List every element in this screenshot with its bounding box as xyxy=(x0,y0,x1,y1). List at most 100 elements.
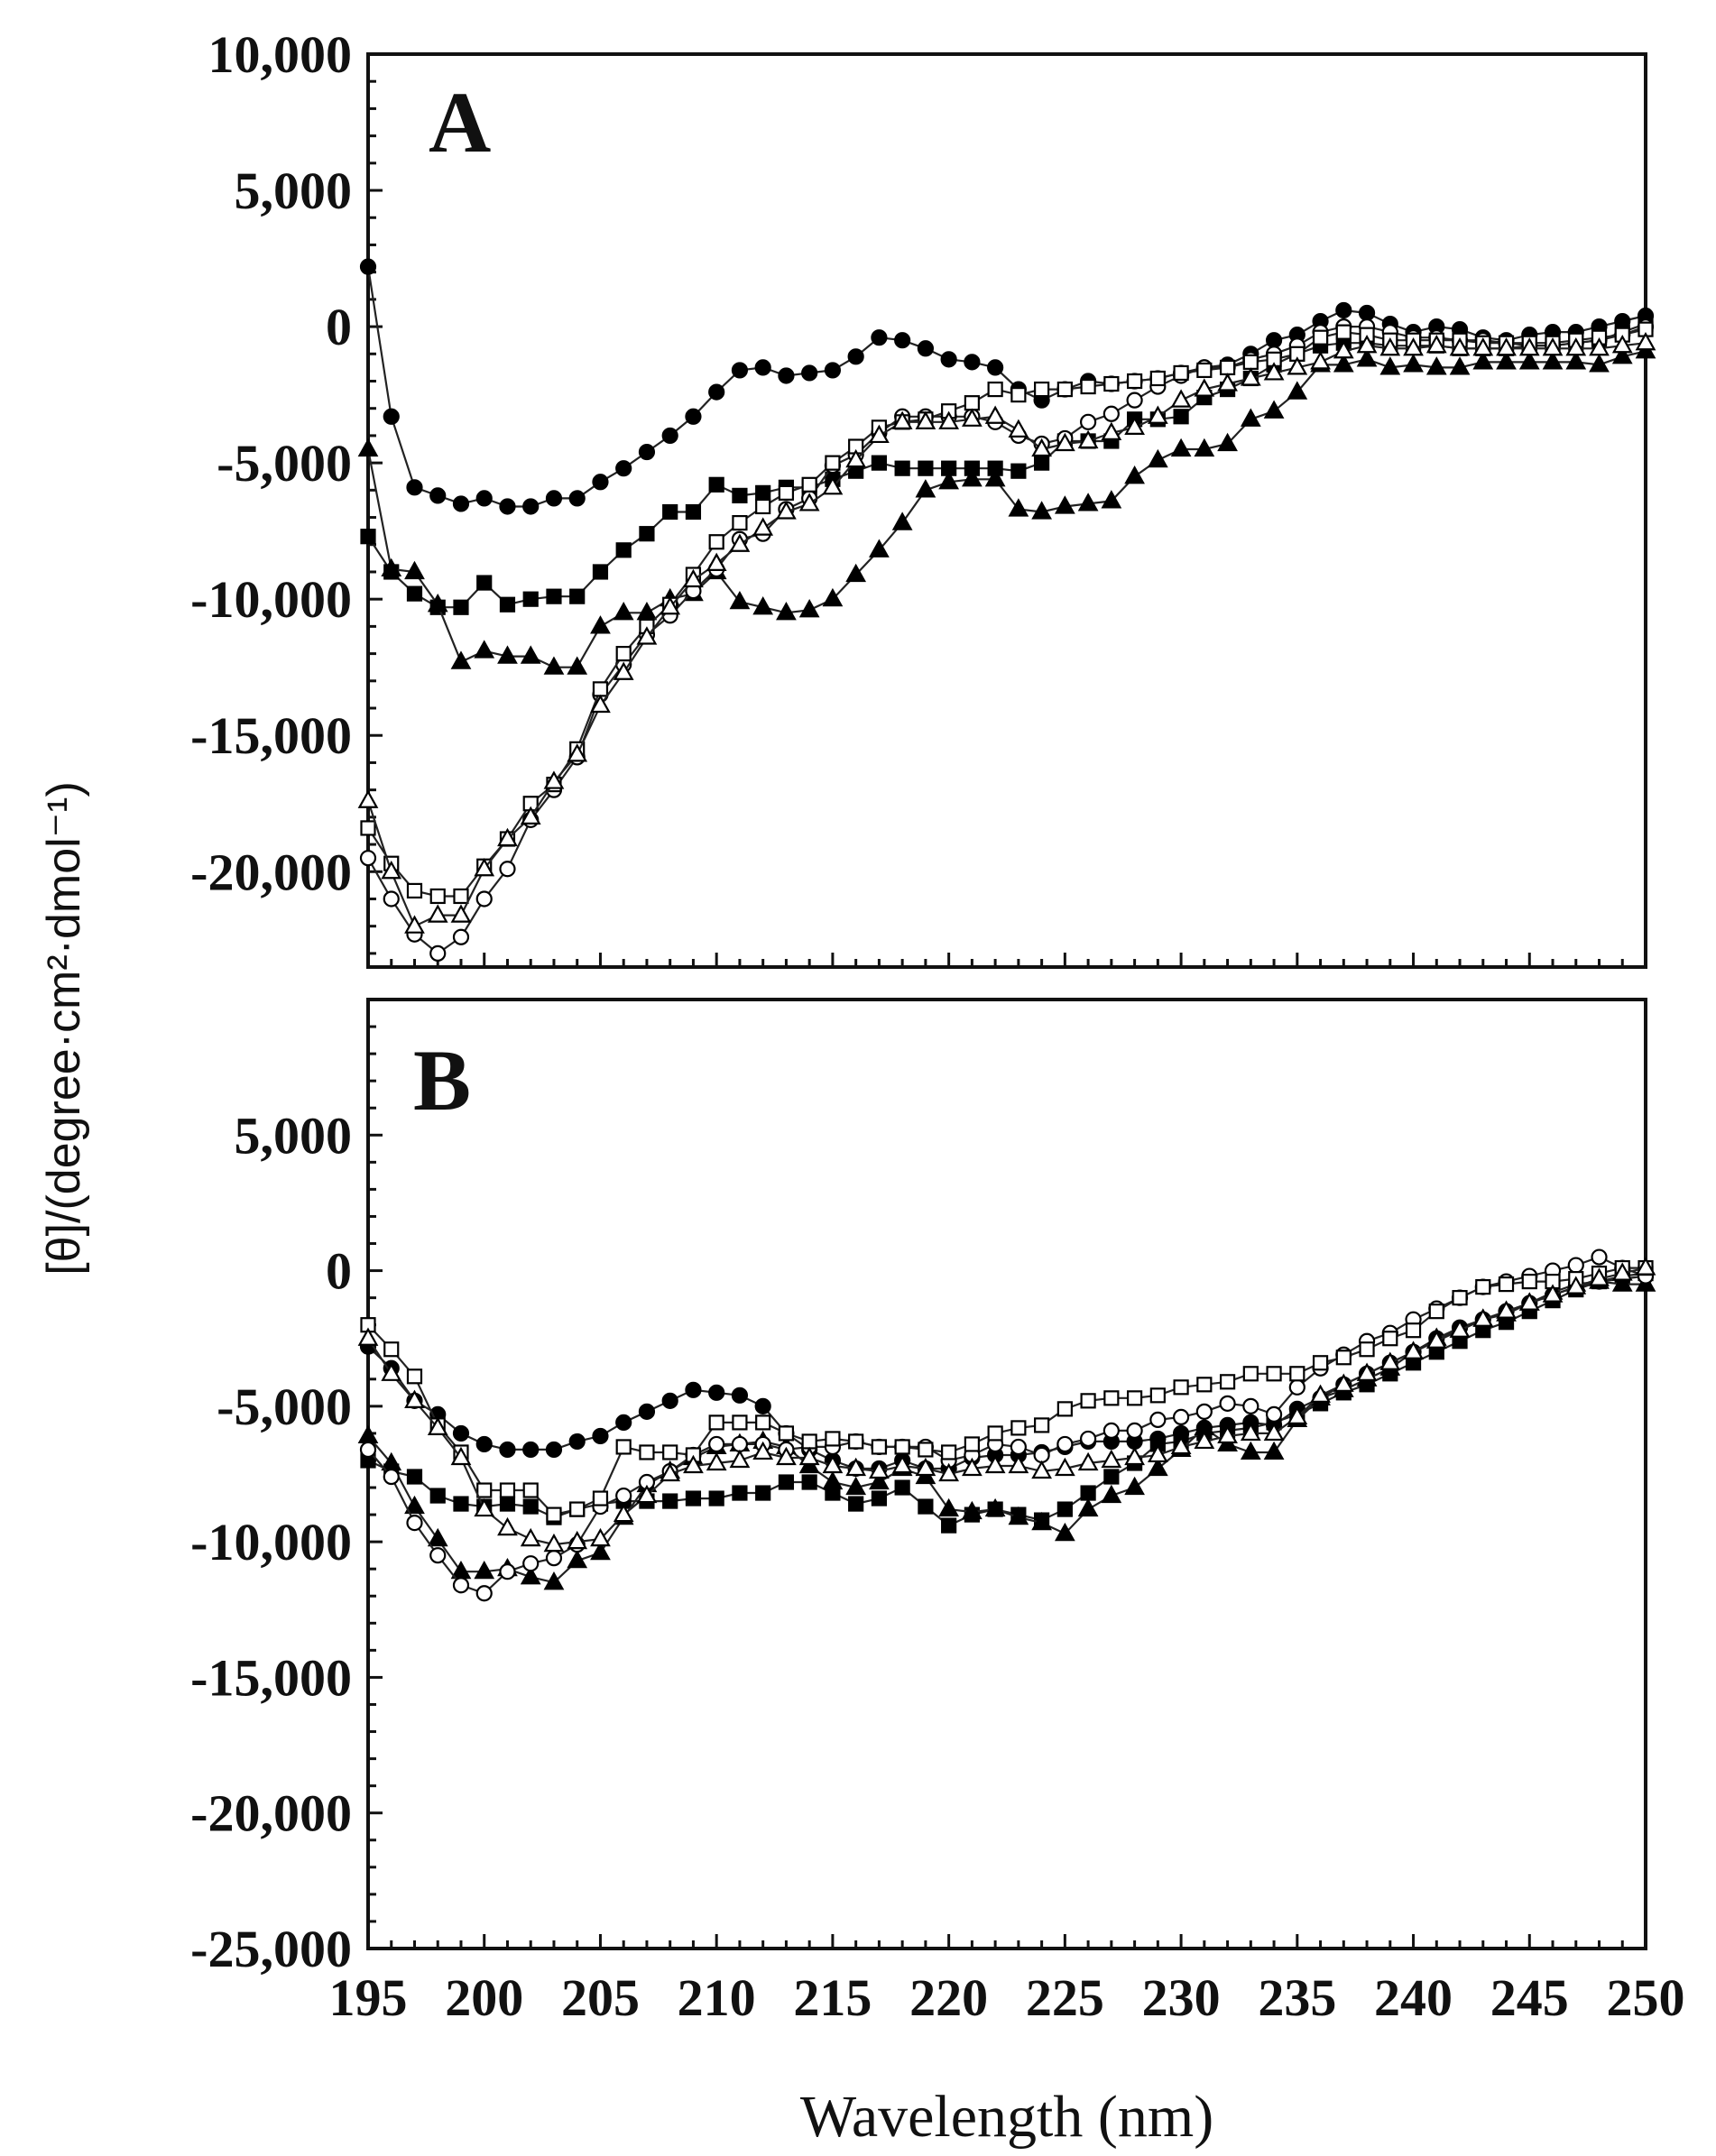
data-point-square xyxy=(1335,1350,1352,1366)
data-point-circle xyxy=(917,340,934,357)
data-point-triangle xyxy=(450,1446,472,1466)
data-point-square xyxy=(546,1506,562,1523)
data-point-triangle xyxy=(404,1389,425,1408)
data-point-circle xyxy=(359,1441,377,1459)
data-point-triangle xyxy=(1240,1441,1261,1460)
data-point-square xyxy=(1289,1366,1305,1382)
data-point-triangle xyxy=(683,1454,704,1474)
data-point-circle xyxy=(1080,413,1097,430)
data-point-triangle xyxy=(1635,331,1656,351)
data-point-square xyxy=(615,645,632,662)
data-point-circle xyxy=(406,1515,423,1532)
panel-b-series-triangle-open xyxy=(357,1257,1656,1553)
series-line xyxy=(367,323,1647,609)
data-point-triangle xyxy=(1310,1384,1331,1403)
data-point-square xyxy=(1173,409,1189,425)
panel-b-x-tick-label: 200 xyxy=(445,1968,523,2027)
data-point-triangle xyxy=(1287,381,1308,400)
data-point-square xyxy=(1428,1304,1444,1320)
data-point-square xyxy=(755,484,771,501)
data-point-square xyxy=(987,381,1003,398)
data-point-square xyxy=(1312,329,1329,346)
data-point-triangle xyxy=(938,1462,960,1482)
data-point-circle xyxy=(871,329,888,346)
data-point-triangle xyxy=(752,517,774,536)
data-point-triangle xyxy=(822,587,844,607)
data-point-circle xyxy=(1149,1411,1167,1428)
data-point-square xyxy=(1382,1331,1398,1347)
data-point-square xyxy=(1010,463,1027,479)
data-point-circle xyxy=(545,1550,563,1567)
data-point-circle xyxy=(847,348,864,365)
data-point-square xyxy=(499,1482,516,1498)
data-point-square xyxy=(615,542,632,558)
data-point-circle xyxy=(522,1441,540,1459)
data-point-square xyxy=(1173,364,1189,382)
data-point-circle xyxy=(1265,1405,1283,1423)
data-point-triangle xyxy=(1589,1267,1610,1286)
data-point-square xyxy=(1080,1485,1096,1501)
data-point-circle xyxy=(1033,1446,1050,1464)
data-point-square xyxy=(1196,362,1213,379)
data-point-square xyxy=(941,1444,957,1460)
data-point-circle xyxy=(1265,332,1283,349)
data-point-circle xyxy=(429,1547,447,1564)
panel-b-x-tick-label: 220 xyxy=(909,1968,988,2027)
panel-b-y-tick-label: -15,000 xyxy=(190,1648,352,1707)
data-point-square xyxy=(1149,370,1166,387)
data-point-square xyxy=(871,1490,888,1506)
data-point-square xyxy=(894,1439,910,1455)
data-point-triangle xyxy=(427,593,448,613)
data-point-circle xyxy=(731,1387,749,1404)
data-point-triangle xyxy=(776,501,797,520)
data-point-triangle xyxy=(869,1460,890,1479)
data-point-square xyxy=(406,585,423,602)
data-point-square xyxy=(1452,1290,1468,1306)
data-point-triangle xyxy=(357,1424,379,1444)
data-point-circle xyxy=(1358,304,1376,322)
data-point-triangle xyxy=(1008,1454,1029,1474)
data-point-triangle xyxy=(776,1446,797,1466)
data-point-triangle xyxy=(1496,1300,1517,1319)
panel-b-y-tick-label: 5,000 xyxy=(235,1106,353,1165)
panel-b-x-tick-label: 215 xyxy=(793,1968,872,2027)
data-point-square xyxy=(1266,1366,1282,1382)
data-point-triangle xyxy=(1124,416,1145,435)
data-point-triangle xyxy=(1240,408,1261,427)
data-point-triangle xyxy=(1077,1451,1099,1471)
data-point-triangle xyxy=(1542,351,1564,370)
data-point-circle xyxy=(1056,1435,1074,1453)
data-point-circle xyxy=(568,1433,586,1451)
data-point-square xyxy=(871,1439,888,1455)
data-point-triangle xyxy=(752,595,774,615)
data-point-circle xyxy=(824,362,842,379)
data-point-circle xyxy=(1288,1378,1305,1396)
data-point-triangle xyxy=(590,694,611,714)
data-point-circle xyxy=(359,258,377,275)
y-axis-label: [θ]/(degree·cm²·dmol⁻¹) xyxy=(38,781,90,1276)
data-point-square xyxy=(894,460,910,476)
data-point-circle xyxy=(1102,1422,1120,1440)
data-point-circle xyxy=(731,362,749,379)
data-point-triangle xyxy=(776,602,797,621)
data-point-circle xyxy=(708,1435,725,1453)
data-point-square xyxy=(708,1414,724,1431)
data-point-square xyxy=(1103,1390,1120,1406)
data-point-square xyxy=(1010,387,1027,403)
data-point-triangle xyxy=(962,1500,983,1520)
data-point-triangle xyxy=(1008,419,1029,438)
data-point-triangle xyxy=(1263,400,1285,419)
data-point-triangle xyxy=(1031,1460,1052,1479)
data-point-triangle xyxy=(984,405,1006,424)
data-point-triangle xyxy=(822,476,844,495)
data-point-triangle xyxy=(1263,1422,1285,1442)
data-point-triangle xyxy=(1101,1449,1122,1469)
data-point-triangle xyxy=(1518,337,1540,356)
data-point-triangle xyxy=(543,1533,565,1553)
data-point-triangle xyxy=(497,1516,518,1536)
data-point-square xyxy=(569,1501,586,1517)
data-point-square xyxy=(546,588,562,604)
data-point-square xyxy=(1126,1390,1143,1406)
data-point-circle xyxy=(894,332,911,349)
